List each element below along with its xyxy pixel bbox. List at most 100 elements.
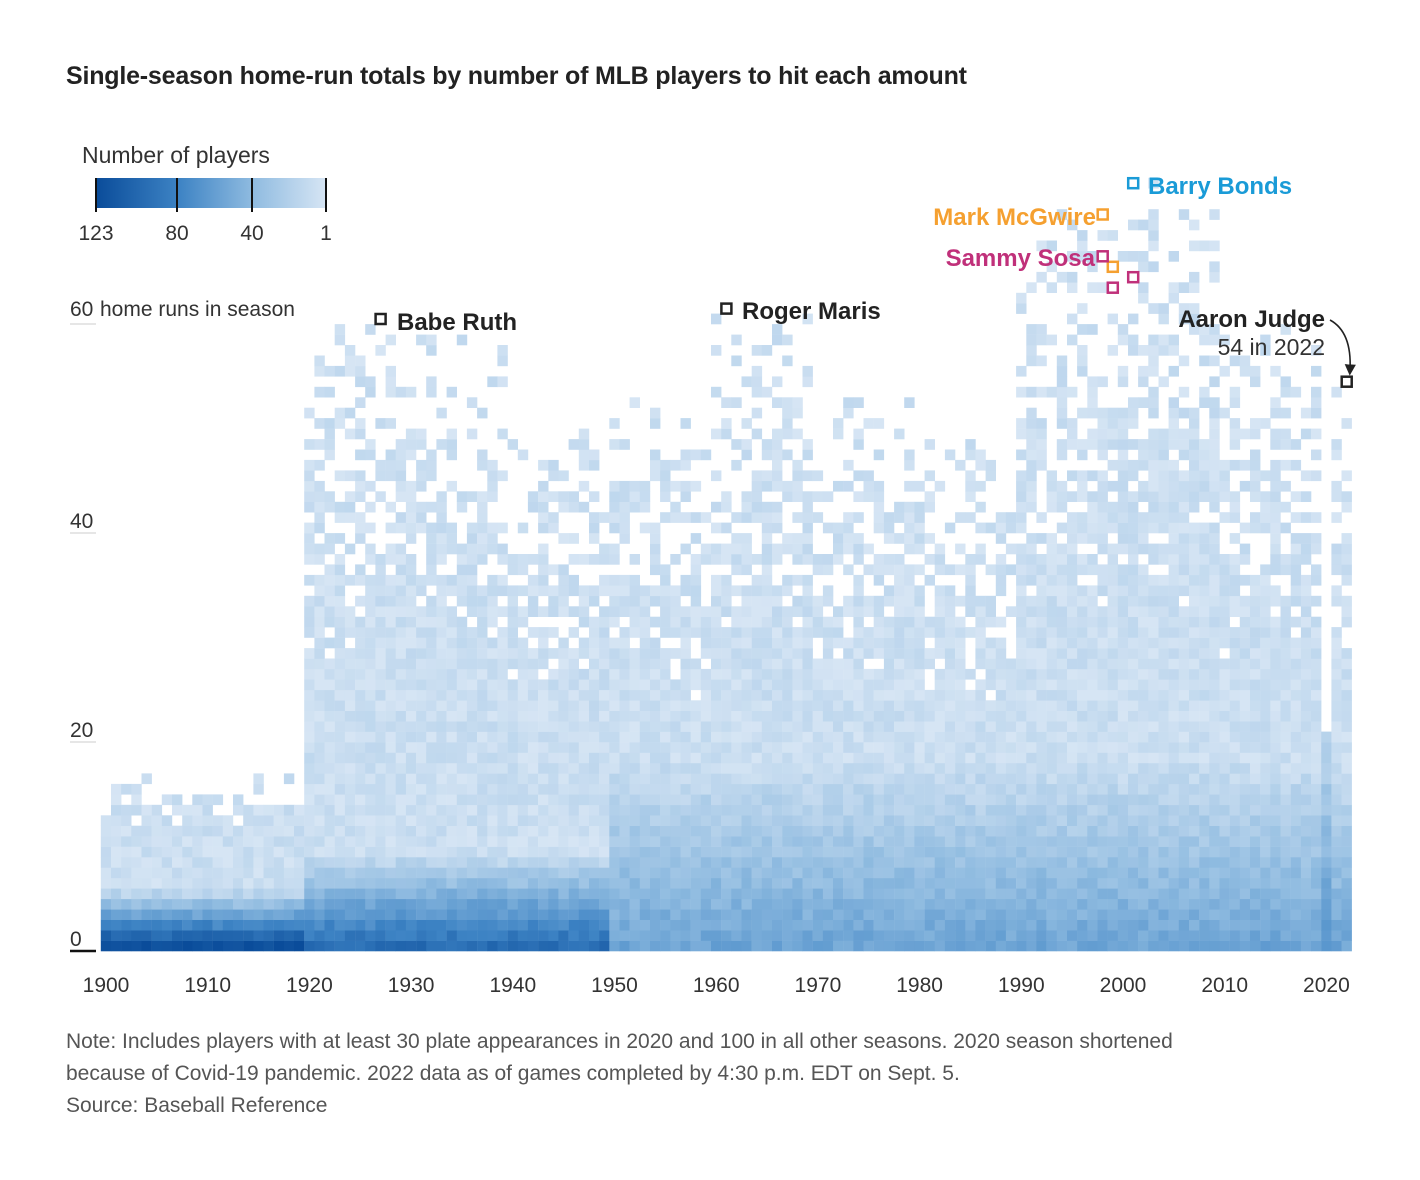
heatmap-cell [619, 888, 630, 900]
heatmap-cell [1158, 888, 1169, 900]
heatmap-cell [904, 867, 915, 879]
heatmap-cell [629, 595, 640, 607]
heatmap-cell [934, 930, 946, 941]
heatmap-cell [355, 616, 366, 628]
heatmap-cell [700, 668, 712, 680]
heatmap-cell [375, 679, 386, 691]
heatmap-cell [1117, 804, 1129, 816]
heatmap-cell [985, 846, 996, 858]
heatmap-cell [599, 637, 610, 649]
heatmap-cell [843, 742, 854, 753]
heatmap-cell [863, 564, 874, 576]
heatmap-cell [568, 742, 579, 753]
heatmap-cell [955, 783, 966, 795]
heatmap-cell [660, 679, 671, 691]
heatmap-cell [802, 888, 813, 900]
heatmap-cell [273, 846, 285, 858]
heatmap-cell [304, 877, 315, 889]
heatmap-cell [853, 554, 864, 565]
heatmap-cell [365, 794, 376, 806]
heatmap-cell [466, 637, 478, 649]
heatmap-cell [1199, 606, 1210, 617]
heatmap-cell [477, 898, 488, 910]
heatmap-cell [466, 898, 478, 910]
heatmap-cell [344, 543, 356, 555]
heatmap-cell [1036, 627, 1047, 638]
heatmap-cell [812, 616, 824, 628]
heatmap-cell [1239, 428, 1251, 440]
heatmap-cell [1168, 480, 1179, 492]
heatmap-cell [782, 930, 793, 941]
heatmap-cell [324, 919, 335, 931]
heatmap-cell [772, 763, 783, 774]
heatmap-cell [863, 648, 874, 659]
heatmap-cell [711, 742, 722, 753]
heatmap-cell [487, 522, 498, 534]
heatmap-cell [1097, 773, 1108, 785]
heatmap-cell [904, 501, 915, 513]
heatmap-cell [263, 857, 274, 868]
heatmap-cell [1056, 867, 1068, 879]
heatmap-cell [1117, 543, 1129, 555]
heatmap-cell [843, 867, 854, 879]
heatmap-cell [405, 679, 417, 691]
heatmap-cell [1209, 397, 1220, 408]
heatmap-cell [1189, 418, 1200, 429]
heatmap-cell [853, 877, 864, 889]
heatmap-cell [833, 418, 844, 429]
heatmap-cell [1138, 512, 1149, 523]
heatmap-cell [548, 825, 559, 837]
heatmap-cell [853, 397, 864, 408]
heatmap-cell [914, 752, 925, 764]
heatmap-cell [1189, 752, 1200, 764]
heatmap-cell [1331, 700, 1342, 711]
heatmap-cell [1036, 731, 1047, 743]
heatmap-cell [802, 877, 813, 889]
heatmap-cell [904, 397, 915, 408]
heatmap-cell [975, 898, 986, 910]
heatmap-cell [904, 909, 915, 920]
heatmap-cell [172, 898, 183, 910]
heatmap-cell [355, 470, 366, 482]
heatmap-cell [507, 595, 518, 607]
heatmap-cell [355, 522, 366, 534]
heatmap-cell [497, 606, 508, 617]
heatmap-cell [426, 877, 437, 889]
heatmap-cell [334, 888, 346, 900]
legend-label-123: 123 [78, 222, 113, 245]
heatmap-cell [609, 763, 620, 774]
heatmap-cell [792, 721, 803, 732]
heatmap-cell [497, 668, 508, 680]
heatmap-cell [721, 857, 732, 868]
heatmap-cell [1189, 449, 1200, 461]
heatmap-cell [1117, 459, 1129, 471]
heatmap-cell [233, 846, 244, 858]
heatmap-cell [446, 898, 457, 910]
heatmap-cell [1087, 710, 1098, 722]
heatmap-cell [578, 888, 590, 900]
heatmap-cell [1138, 731, 1149, 743]
heatmap-cell [1005, 689, 1017, 701]
heatmap-cell [1138, 282, 1149, 293]
heatmap-cell [273, 940, 285, 952]
heatmap-cell [1189, 491, 1200, 502]
heatmap-cell [273, 888, 285, 900]
heatmap-cell [670, 595, 681, 607]
heatmap-cell [1290, 668, 1302, 680]
heatmap-cell [985, 700, 996, 711]
heatmap-cell [873, 648, 885, 659]
heatmap-cell [873, 637, 885, 649]
x-tick-2010: 2010 [1201, 974, 1248, 997]
heatmap-cell [1158, 595, 1169, 607]
heatmap-cell [1005, 804, 1017, 816]
heatmap-cell [894, 658, 905, 670]
heatmap-cell [1026, 773, 1037, 785]
heatmap-cell [1178, 616, 1190, 628]
heatmap-cell [548, 888, 559, 900]
heatmap-cell [1300, 648, 1312, 659]
heatmap-cell [843, 909, 854, 920]
heatmap-cell [558, 470, 569, 482]
heatmap-cell [527, 888, 539, 900]
heatmap-cell [1056, 439, 1068, 450]
heatmap-cell [690, 867, 702, 879]
